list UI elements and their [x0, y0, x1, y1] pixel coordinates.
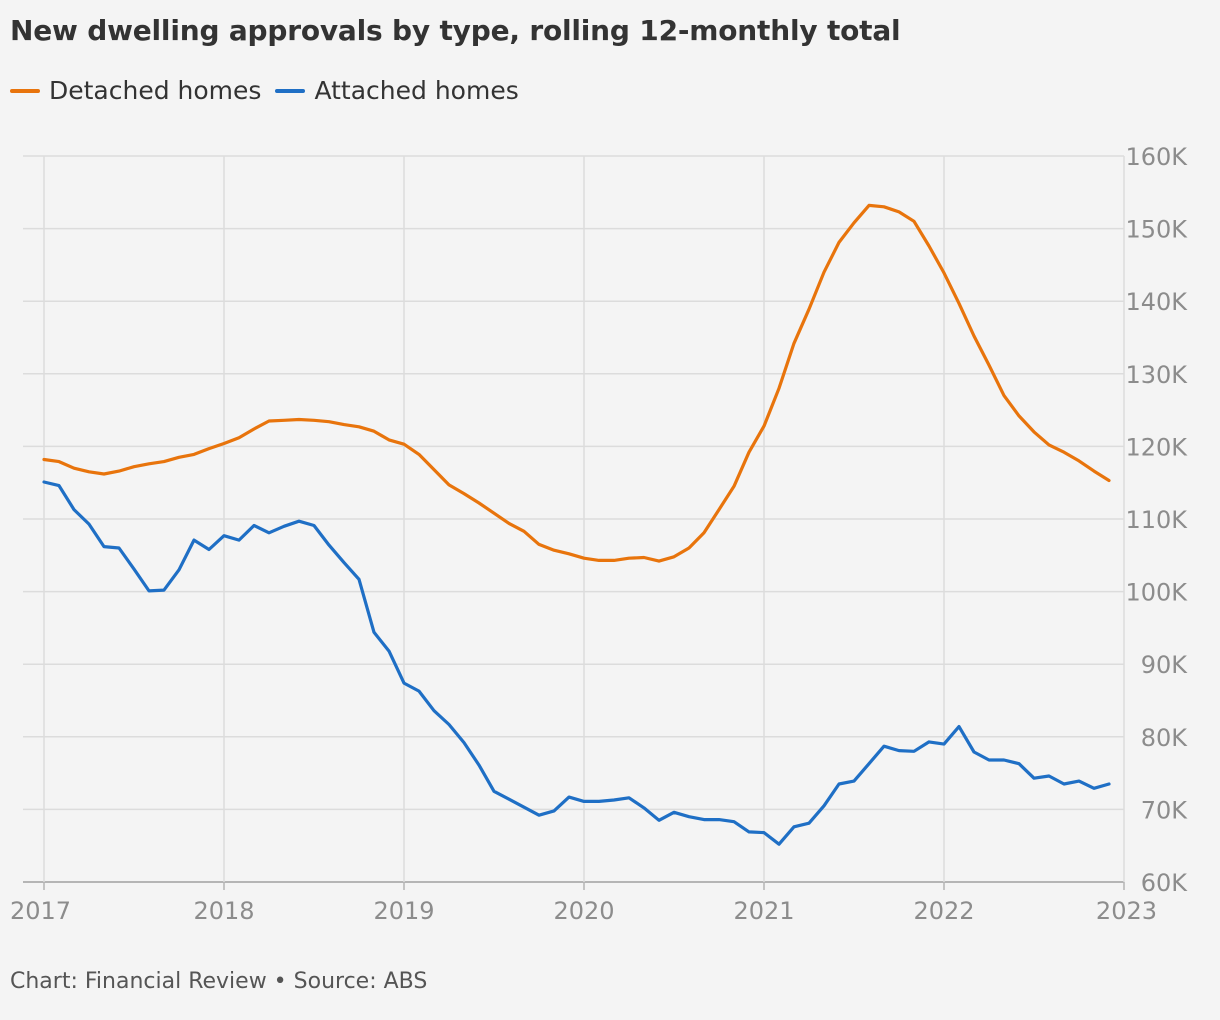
y-axis-labels: 60K 70K 80K 90K 100K 110K 120K 130K 140K 150K 160K [1125, 143, 1188, 897]
x-axis-labels: 2017 2018 2019 2020 2021 2022 2023 [10, 897, 1157, 925]
legend-item-attached: Attached homes [275, 76, 519, 105]
x-tick-label: 2021 [733, 897, 794, 925]
y-tick-label: 60K [1141, 869, 1189, 897]
chart-credit: Chart: Financial Review • Source: ABS [10, 969, 428, 994]
x-tick-label: 2020 [553, 897, 614, 925]
x-tick-label: 2019 [373, 897, 434, 925]
x-tick-label: 2023 [1096, 897, 1157, 925]
gridlines [23, 155, 1125, 890]
series-line-detached [42, 203, 1111, 563]
y-tick-label: 90K [1141, 651, 1189, 679]
y-tick-label: 100K [1125, 579, 1188, 607]
y-tick-label: 70K [1141, 796, 1189, 824]
series-line-attached [42, 480, 1111, 846]
legend-swatch-attached [275, 88, 306, 93]
y-tick-label: 110K [1125, 506, 1188, 534]
y-tick-label: 120K [1125, 433, 1188, 461]
legend: Detached homes Attached homes [10, 76, 533, 105]
y-tick-label: 80K [1141, 724, 1189, 752]
legend-label-detached: Detached homes [49, 76, 262, 105]
y-tick-label: 140K [1125, 288, 1188, 316]
chart-title: New dwelling approvals by type, rolling … [10, 14, 901, 47]
x-tick-label: 2018 [193, 897, 254, 925]
series-lines [42, 203, 1111, 846]
legend-item-detached: Detached homes [10, 76, 261, 105]
y-tick-label: 130K [1125, 361, 1188, 389]
x-tick-label: 2022 [913, 897, 974, 925]
legend-label-attached: Attached homes [314, 76, 519, 105]
y-tick-label: 150K [1125, 216, 1188, 244]
y-tick-label: 160K [1125, 143, 1188, 171]
x-tick-label: 2017 [10, 897, 71, 925]
legend-swatch-detached [10, 88, 40, 93]
